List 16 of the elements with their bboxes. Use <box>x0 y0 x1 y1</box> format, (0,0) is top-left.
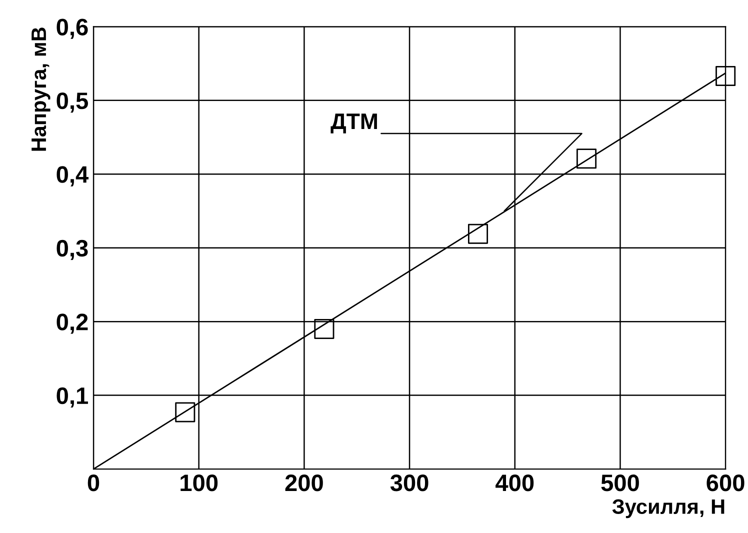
x-tick-label: 100 <box>180 474 218 492</box>
x-tick-label: 0 <box>88 474 100 492</box>
y-tick-label: 0,3 <box>56 240 88 260</box>
y-tick-label: 0,5 <box>56 92 88 113</box>
y-tick-label: 0,1 <box>56 387 88 408</box>
y-tick-label: 0,4 <box>56 166 89 186</box>
y-tick-label: 0,6 <box>56 18 88 39</box>
annotation: ДТМ <box>330 114 377 134</box>
x-axis-title: Зусилля, Н <box>612 499 724 518</box>
x-tick-label: 600 <box>706 474 744 492</box>
x-tick-label: 500 <box>601 474 639 492</box>
x-tick-label: 200 <box>285 474 323 492</box>
x-tick-label: 300 <box>390 474 428 492</box>
x-tick-label: 400 <box>496 474 534 492</box>
y-tick-label: 0,2 <box>56 314 88 334</box>
y-axis-title: Напруга, мВ <box>32 28 50 151</box>
